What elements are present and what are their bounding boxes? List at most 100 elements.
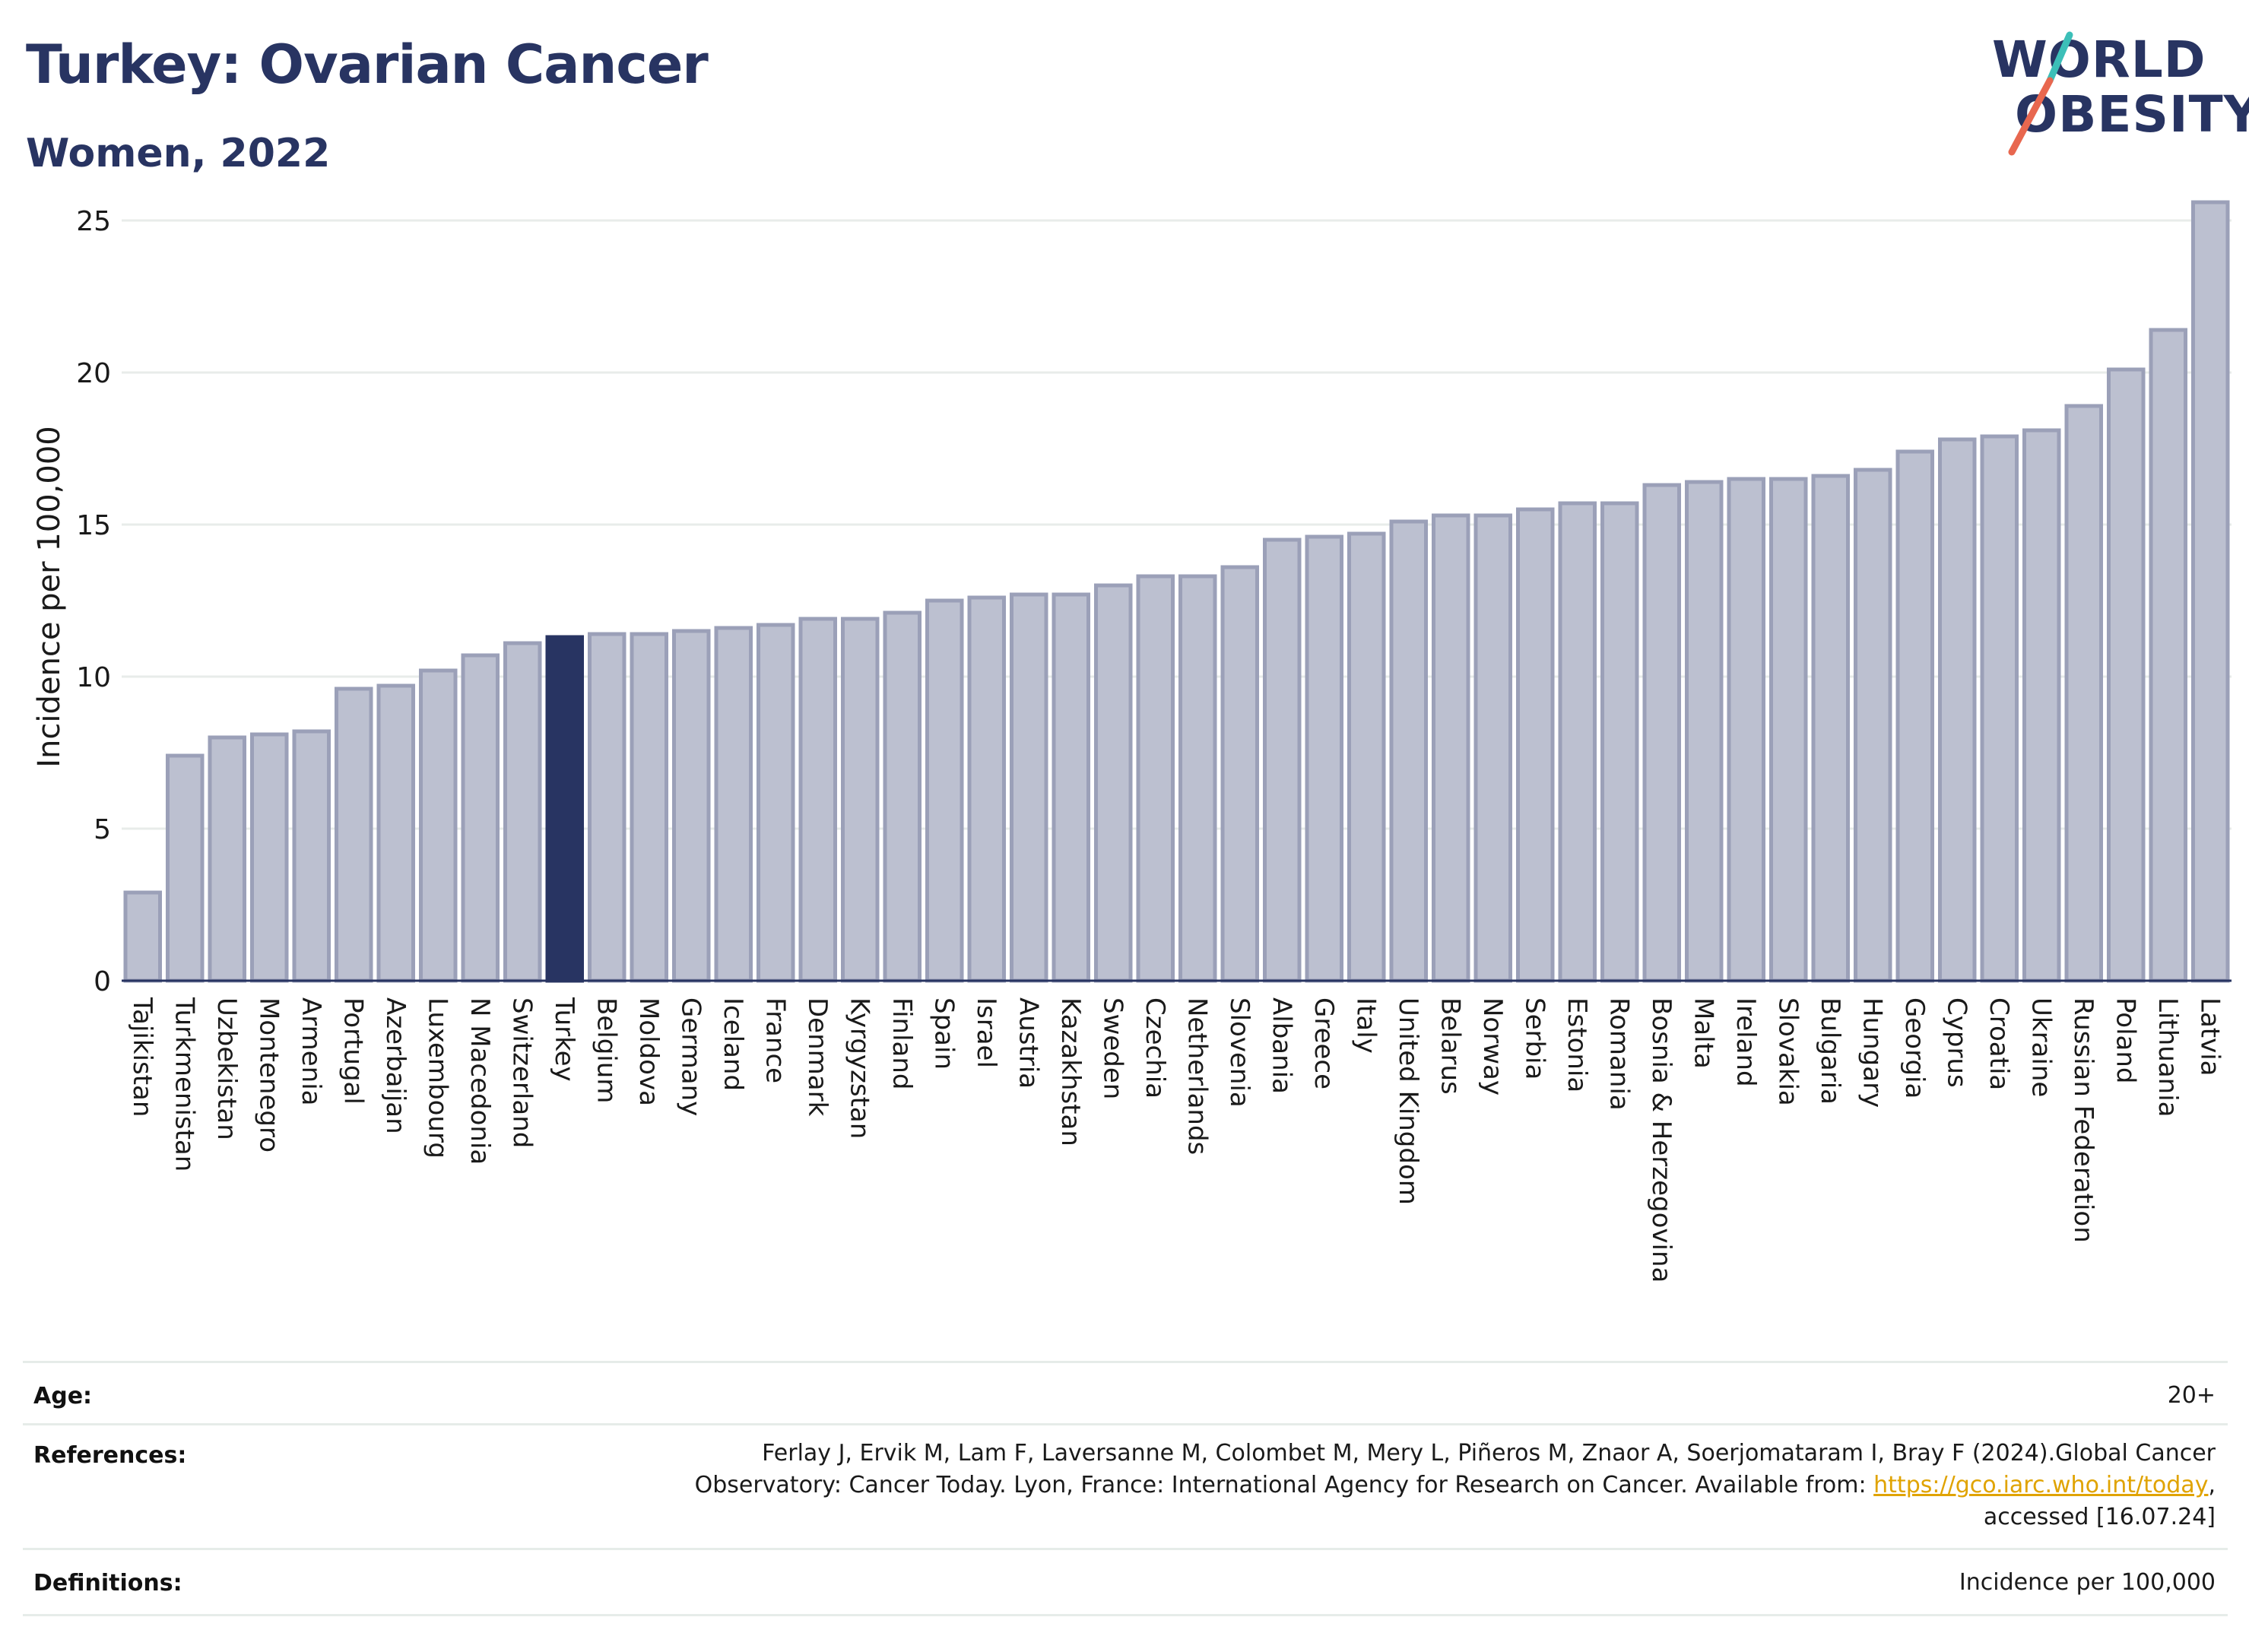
x-tick-label: Uzbekistan	[211, 997, 242, 1140]
bar	[714, 626, 753, 983]
x-tick-label: Spain	[928, 997, 959, 1070]
bar	[1600, 501, 1639, 983]
x-tick-label: Italy	[1350, 997, 1381, 1054]
x-tick-label: Cyprus	[1941, 997, 1971, 1088]
bar	[2064, 404, 2104, 983]
bar	[1136, 574, 1175, 983]
bar	[840, 617, 880, 983]
x-tick-label: Belgium	[591, 997, 621, 1103]
x-tick-label: Switzerland	[506, 997, 537, 1148]
bars	[123, 200, 2230, 983]
x-tick-label: Serbia	[1519, 997, 1550, 1080]
references-line1: Ferlay J, Ervik M, Lam F, Laversanne M, …	[762, 1440, 2216, 1467]
references-link[interactable]: https://gco.iarc.who.int/today	[1873, 1472, 2209, 1498]
x-tick-label: Turkey	[549, 997, 579, 1082]
x-tick-label: France	[760, 997, 790, 1083]
x-tick-label: Albania	[1266, 997, 1296, 1094]
x-tick-label: Russian Federation	[2068, 997, 2098, 1243]
bar	[1093, 583, 1133, 983]
references-line2-text: Observatory: Cancer Today. Lyon, France:…	[694, 1472, 1874, 1498]
bar	[1347, 531, 1386, 983]
x-tick-label: Armenia	[296, 997, 326, 1106]
x-tick-label: Slovenia	[1224, 997, 1255, 1108]
x-tick-label: Azerbaijan	[380, 997, 411, 1134]
y-tick-label: 5	[94, 814, 111, 845]
bar	[2149, 328, 2188, 983]
references-value: Ferlay J, Ervik M, Lam F, Laversanne M, …	[695, 1438, 2216, 1533]
bar	[376, 683, 416, 983]
bar	[1895, 449, 1935, 983]
bar	[2190, 200, 2230, 983]
bar	[1937, 437, 1977, 983]
x-tick-label: Montenegro	[253, 997, 284, 1153]
bar	[630, 632, 669, 983]
x-tick-label: Luxembourg	[422, 997, 452, 1159]
y-tick-label: 15	[76, 510, 111, 541]
x-tick-label: Czechia	[1140, 997, 1170, 1099]
x-tick-label: Ireland	[1730, 997, 1761, 1087]
bar	[1305, 534, 1344, 983]
bar	[1642, 483, 1682, 983]
bar	[1178, 574, 1217, 983]
x-tick-label: Netherlands	[1182, 997, 1212, 1155]
bar	[967, 595, 1007, 983]
x-tick-label: Lithuania	[2152, 997, 2183, 1117]
x-tick-label: Malta	[1688, 997, 1718, 1069]
bar	[1389, 519, 1429, 983]
x-tick-label: Ukraine	[2025, 997, 2056, 1097]
bar	[1515, 507, 1555, 983]
bar	[1052, 592, 1091, 983]
x-tick-label: Kazakhstan	[1055, 997, 1086, 1146]
bar	[165, 753, 205, 983]
bar	[1768, 477, 1808, 983]
x-tick-label: Georgia	[1899, 997, 1930, 1099]
x-tick-label: Israel	[971, 997, 1001, 1068]
x-tick-label: N Macedonia	[465, 997, 495, 1165]
bar	[798, 617, 838, 983]
x-tick-label: Finland	[887, 997, 917, 1090]
bar	[1473, 513, 1513, 983]
bar	[1853, 468, 1892, 983]
bar	[1727, 477, 1766, 983]
bar	[123, 890, 163, 983]
definitions-label: Definitions:	[33, 1570, 182, 1597]
x-tick-label: Iceland	[718, 997, 748, 1091]
bar-highlight	[545, 635, 585, 983]
age-value: 20+	[2167, 1382, 2216, 1409]
x-tick-label: Portugal	[338, 997, 368, 1105]
x-tick-label: Norway	[1477, 997, 1508, 1096]
x-tick-label: Bulgaria	[1815, 997, 1845, 1105]
x-tick-label: Denmark	[802, 997, 833, 1117]
x-tick-label: Slovakia	[1772, 997, 1803, 1106]
x-tick-label: United Kingdom	[1393, 997, 1423, 1205]
y-tick-label: 10	[76, 662, 111, 693]
logo-line2: OBESITY	[2015, 85, 2249, 144]
bar	[334, 686, 373, 983]
x-tick-label: Moldova	[633, 997, 664, 1106]
references-line2: Observatory: Cancer Today. Lyon, France:…	[695, 1470, 2216, 1501]
bar	[503, 641, 542, 983]
bar	[756, 623, 795, 983]
bar	[671, 629, 711, 983]
bar-chart: 0 5 10 15 20 25 Tajikistan Turkmenistan Uzbekist…	[32, 200, 2232, 1283]
x-tick-label: Bosnia & Herzegovina	[1646, 997, 1676, 1283]
bar	[1220, 565, 1260, 983]
y-tick-label: 20	[76, 358, 111, 389]
bar	[292, 729, 331, 983]
page-subtitle: Women, 2022	[26, 131, 331, 176]
bar	[418, 668, 458, 983]
bar	[883, 610, 922, 983]
x-tick-label: Tajikistan	[127, 997, 157, 1117]
x-tick-label: Romania	[1603, 997, 1634, 1111]
x-tick-label: Sweden	[1097, 997, 1128, 1099]
definitions-value: Incidence per 100,000	[1959, 1569, 2216, 1596]
bar	[1009, 592, 1048, 983]
x-tick-label: Poland	[2110, 997, 2140, 1084]
page-title: Turkey: Ovarian Cancer	[26, 33, 709, 96]
bar	[925, 598, 964, 983]
x-tick-label: Germany	[675, 997, 706, 1116]
age-label: Age:	[33, 1383, 93, 1409]
bar	[2106, 367, 2146, 983]
x-tick-label: Estonia	[1562, 997, 1592, 1092]
x-tick-label: Latvia	[2194, 997, 2225, 1076]
